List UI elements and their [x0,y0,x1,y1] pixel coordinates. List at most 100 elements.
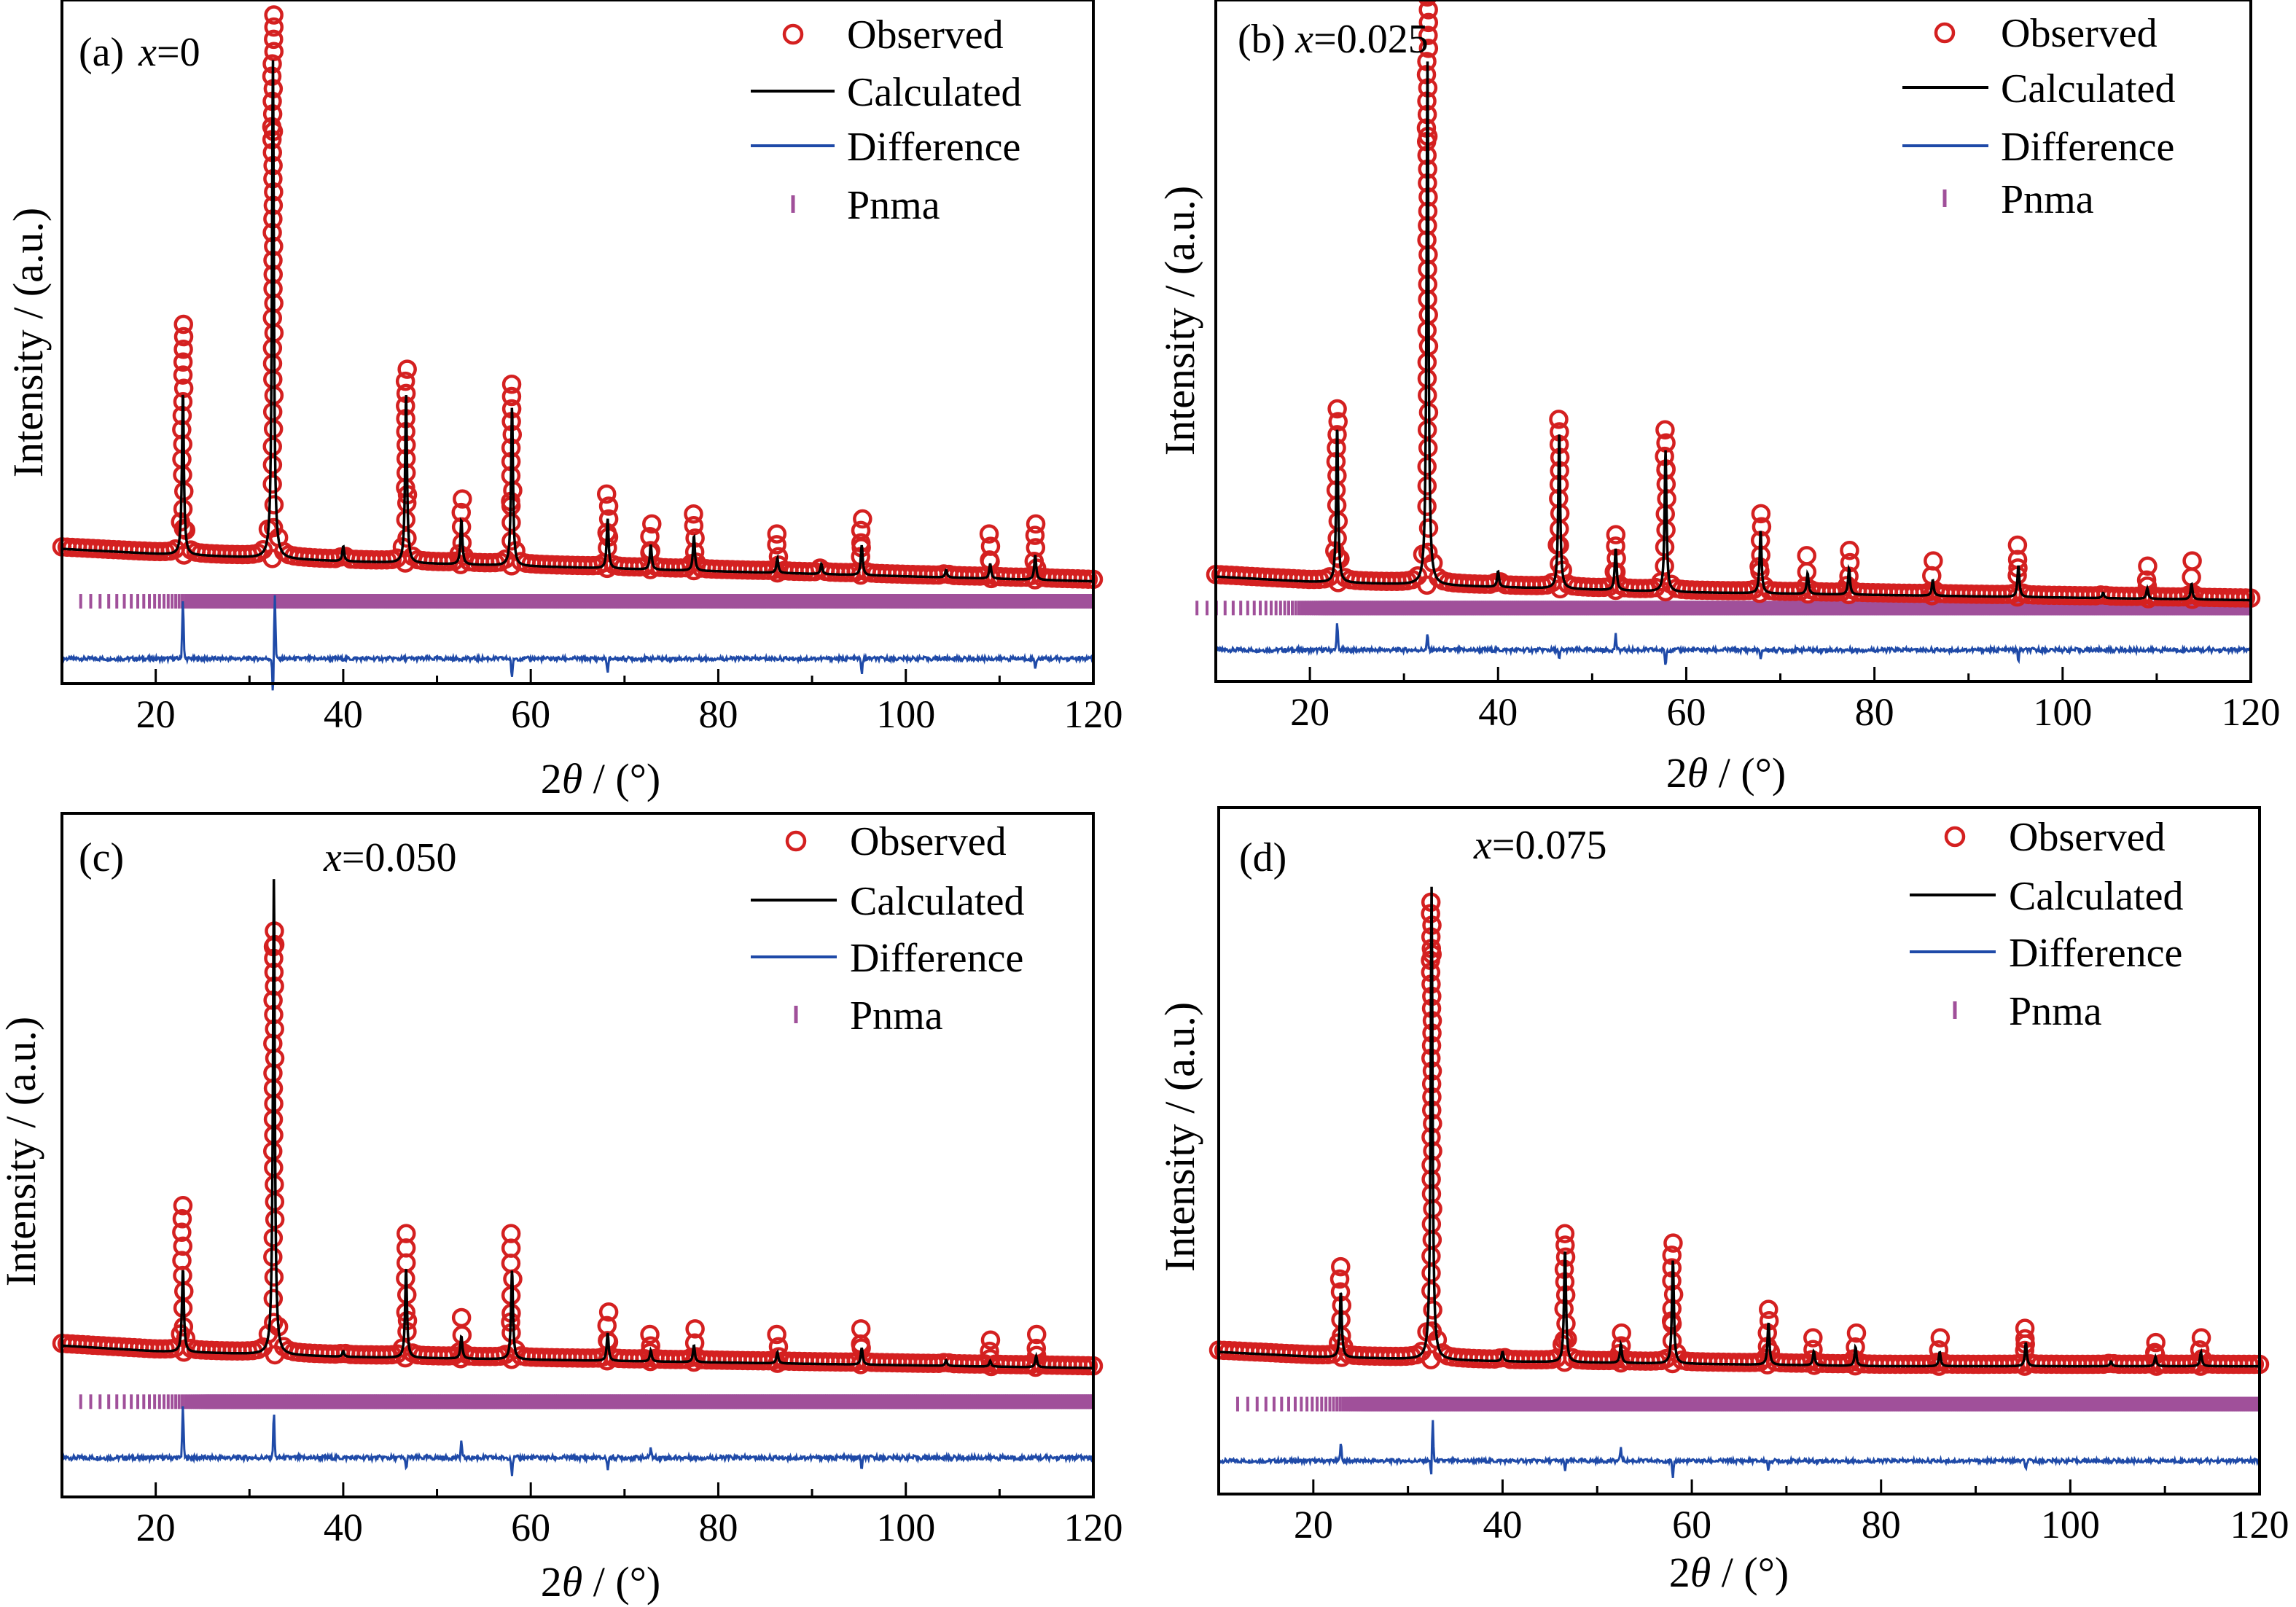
panel-b-observed-point [1328,412,1348,431]
panel-d-x-tick-label-20: 20 [1294,1503,1333,1547]
panel-c-x-tick-label-20: 20 [136,1506,176,1549]
panel-c-legend-observed-marker [785,830,807,852]
panel-b-frame [1214,0,2252,683]
panel-b-difference-curve [1214,623,2252,665]
panel-d-observed-point [1555,1352,1574,1372]
panel-d-observed-point [1423,1300,1442,1320]
panel-a-observed-point [263,419,284,439]
panel-b-observed-point [1418,39,1439,58]
panel-b-legend: Observed Calculated Difference Pnma [1902,11,2175,222]
panel-b-observed-point [2007,535,2028,555]
panel-a-observed-point [263,370,283,389]
panel-d-x-tick-label-80: 80 [1862,1503,1901,1547]
panel-c-x-tick-label-120: 120 [1064,1506,1123,1549]
panel-a-observed-point [453,489,472,509]
panel-d-x-tick-label-120: 120 [2230,1503,2289,1547]
panel-c-observed-point [980,1330,1001,1350]
panel-a-x-ticks: 20 40 60 80 100 120 [60,669,1123,736]
panel-b-legend-observed: Observed [2001,11,2158,56]
panel-d-legend: Observed Calculated Difference Pnma [1910,815,2183,1034]
panel-a-observed-point [264,5,284,25]
panel-a-observed-point [262,455,283,475]
panel-b-observed-point [2138,556,2158,576]
panel-c-composition: x=0.050 [323,835,456,880]
panel-b-observed-point [1417,575,1437,595]
panel-a-observed-point [980,536,1001,556]
panel-a-x-tick-label-20: 20 [136,692,176,736]
panel-c-observed-point [451,1307,472,1328]
panel-b-observed-point [1924,551,1943,571]
panel-c-difference-curve [60,1406,1095,1477]
panel-b-observed-point [1327,399,1347,419]
panel-b-observed-point [1550,554,1569,574]
panel-c-bragg-markers [79,1394,1095,1409]
panel-a-observed-point [174,545,194,565]
panel-a-observed-point [264,17,284,37]
panel-d-observed-point [1421,1246,1441,1266]
panel-a-observed-point [173,352,193,372]
panel-c-observed-point [685,1319,705,1339]
panel-c-legend: Observed Calculated Difference Pnma [751,819,1024,1039]
panel-a-observed-point [684,515,704,536]
panel-b-observed-point [1606,525,1626,544]
panel-a-observed-point [173,365,193,385]
panel-a-legend-difference: Difference [847,125,1020,170]
panel-b-observed-point [1418,12,1439,33]
panel-c-x-axis-title: 2θ / (°) [541,1558,660,1606]
panel-c-legend-bragg: Pnma [850,993,943,1039]
panel-b-observed-point [1418,0,1438,20]
panel-d-observed-point [2146,1332,2166,1353]
panel-a-observed-point [264,495,284,515]
panel-d-legend-observed-marker [1944,826,1966,848]
panel-a-observed-point [501,374,522,394]
panel-c-label: (c) [79,835,124,880]
panel-b-observed-point [1328,573,1348,593]
panel-b-observed-point [1417,456,1437,477]
panel-c-x-tick-label-100: 100 [876,1506,935,1549]
panel-d: 20 40 60 80 100 120 Intensity / (a.u.) 2θ / (… [1156,806,2289,1596]
panel-b-x-tick-label-20: 20 [1290,690,1329,734]
panel-b-label: (b) x=0.025 [1238,17,1429,62]
panel-b-observed-point [1655,582,1676,602]
panel-d-curves [1208,886,2270,1478]
panel-a-observed-point [262,402,283,422]
panel-b-x-tick-label-80: 80 [1855,690,1894,734]
panel-b-legend-calculated: Calculated [2001,66,2175,112]
panel-d-calculated-curve [1219,886,2260,1368]
panel-a-observed-point [1026,514,1046,534]
panel-d-x-tick-label-60: 60 [1672,1503,1711,1547]
panel-c-observed-points [52,921,1104,1377]
panel-c-legend-calculated: Calculated [850,879,1024,924]
panel-b-observed-point [1550,519,1569,539]
panel-a-observed-point [173,518,194,539]
panel-a-x-tick-label-120: 120 [1064,692,1123,736]
panel-a-legend-observed-marker [782,23,804,45]
panel-d-observed-point [2191,1328,2211,1348]
panel-b-observed-point [1550,579,1570,599]
panel-c-x-tick-label-80: 80 [698,1506,738,1549]
panel-c-observed-point [172,1222,192,1243]
panel-c-observed-point [851,1319,871,1339]
panel-a-legend: Observed Calculated Difference Pnma [751,12,1021,228]
panel-b-calculated-curve [1216,61,2251,602]
panel-d-observed-point [1555,1224,1575,1243]
panel-b-observed-point [1418,0,1437,7]
panel-b-legend-difference: Difference [2001,125,2174,170]
panel-c-calculated-curve [62,879,1094,1369]
panel-c-observed-point [395,1348,415,1368]
panel-d-observed-point [1421,1263,1441,1283]
panel-c-observed-point [501,1349,522,1369]
panel-a-x-axis-title: 2θ / (°) [541,755,660,802]
panel-d-observed-point [1329,1269,1350,1289]
panel-c-observed-point [173,1236,193,1256]
panel-d-observed-point [1421,1214,1442,1234]
panel-b-observed-point [2182,551,2202,571]
panel-d-y-axis-title: Intensity / (a.u.) [1156,1002,1203,1272]
panel-b-observed-point [1751,504,1771,524]
panel-a-observed-point [396,509,416,530]
panel-a-observed-point [851,520,871,541]
panel-a-observed-point [173,314,193,335]
panel-a-observed-point [684,504,703,524]
panel-a-bragg-markers [79,594,1095,609]
panel-c-legend-observed: Observed [850,819,1007,864]
